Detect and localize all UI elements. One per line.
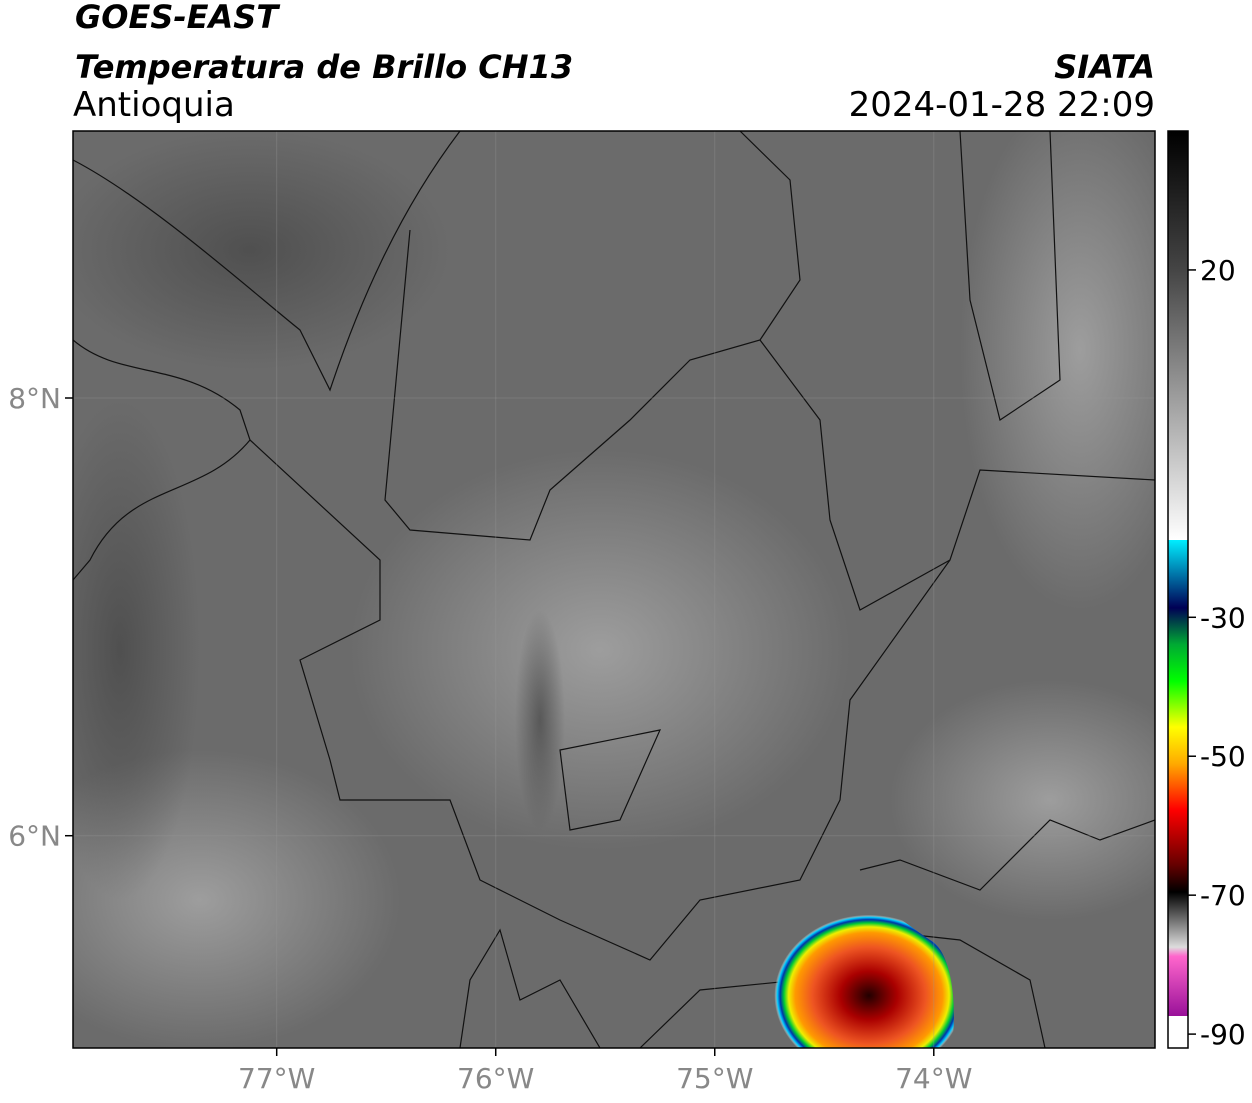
map-frame [72, 130, 1156, 1049]
x-tick-label: 74°W [895, 1062, 972, 1095]
region: Antioquia [73, 85, 235, 125]
colorbar-tick-label: -90 [1200, 1018, 1246, 1051]
datetime: 2024-01-28 22:09 [849, 85, 1155, 125]
colorbar-tick-label: -50 [1200, 740, 1246, 773]
x-tick-label: 76°W [457, 1062, 534, 1095]
title: GOES-EAST [75, 0, 280, 36]
colorbar-tick-label: 20 [1200, 254, 1236, 287]
y-tick-label: 6°N [8, 820, 61, 853]
y-tick-label: 8°N [8, 382, 61, 415]
x-tick-label: 77°W [238, 1062, 315, 1095]
subtitle: Temperatura de Brillo CH13 [75, 48, 573, 86]
colorbar-tick-label: -30 [1200, 601, 1246, 634]
colorbar-tick-label: -70 [1200, 879, 1246, 912]
colorbar [1167, 130, 1189, 1049]
grid [73, 131, 1155, 1048]
source: SIATA [1054, 48, 1155, 86]
x-tick-label: 75°W [676, 1062, 753, 1095]
satellite-image [73, 131, 1155, 1048]
